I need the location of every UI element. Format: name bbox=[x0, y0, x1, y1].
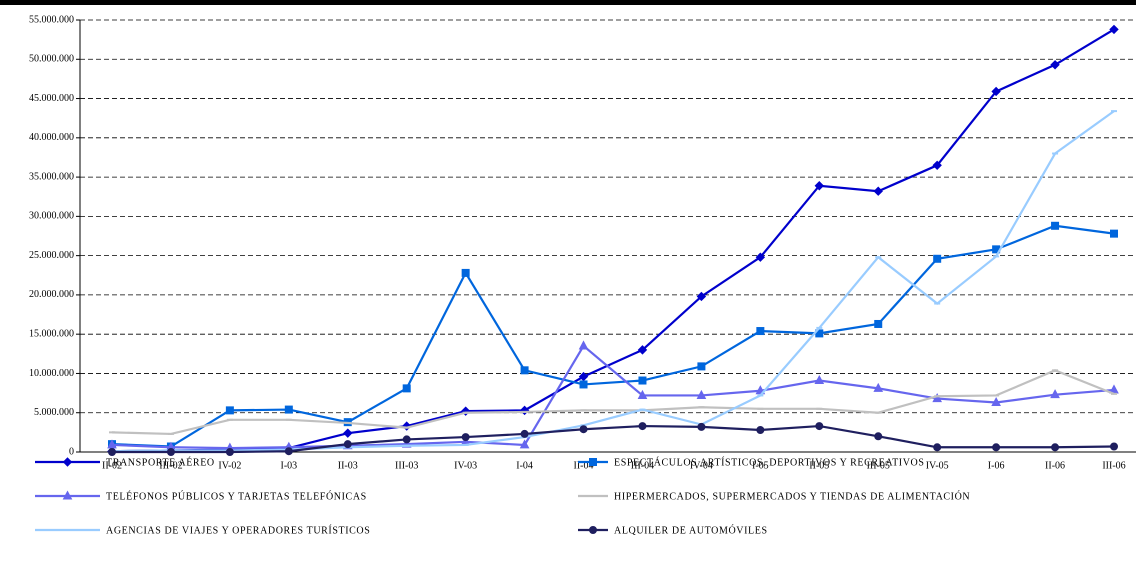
point bbox=[874, 432, 883, 441]
point bbox=[814, 374, 825, 385]
point bbox=[1109, 24, 1119, 35]
point bbox=[225, 406, 234, 415]
y-tick-label: 55.000.000 bbox=[29, 14, 74, 25]
series-line bbox=[111, 224, 1115, 448]
legend-marker bbox=[62, 457, 73, 467]
point bbox=[696, 389, 707, 399]
point bbox=[992, 443, 1001, 452]
series-line bbox=[111, 369, 1115, 436]
point bbox=[991, 396, 1001, 407]
y-tick-label: 10.000.000 bbox=[29, 368, 74, 379]
x-tick-label: III-02 bbox=[159, 460, 182, 471]
x-tick-label: III-03 bbox=[395, 460, 418, 471]
point bbox=[519, 439, 530, 449]
point bbox=[166, 448, 175, 456]
x-tick-label: I-06 bbox=[988, 460, 1005, 471]
y-tick-label: 30.000.000 bbox=[29, 211, 74, 222]
point bbox=[873, 382, 884, 392]
x-tick-label: III-06 bbox=[1102, 460, 1125, 471]
point bbox=[755, 252, 766, 262]
point bbox=[520, 366, 529, 375]
point bbox=[402, 384, 411, 393]
y-tick-label: 0 bbox=[69, 446, 74, 457]
legend-label: HIPERMERCADOS, SUPERMERCADOS Y TIENDAS D… bbox=[614, 490, 970, 502]
point bbox=[814, 181, 825, 191]
y-tick-label: 25.000.000 bbox=[29, 250, 74, 261]
point bbox=[579, 380, 588, 389]
series-line bbox=[111, 344, 1115, 450]
legend-label: ALQUILER DE AUTOMÓVILES bbox=[614, 524, 768, 536]
point bbox=[107, 439, 117, 449]
legend-label: AGENCIAS DE VIAJES Y OPERADORES TURÍSTIC… bbox=[106, 524, 370, 536]
x-tick-label: III-04 bbox=[631, 460, 654, 471]
point bbox=[991, 86, 1001, 97]
legend-label: ESPECTÁCULOS ARTÍSTICOS, DEPORTIVOS Y RE… bbox=[614, 456, 925, 468]
x-tick-label: IV-05 bbox=[926, 460, 949, 471]
point bbox=[932, 160, 942, 171]
point bbox=[696, 291, 707, 302]
y-tick-label: 35.000.000 bbox=[29, 171, 74, 182]
x-tick-label: I-04 bbox=[516, 460, 533, 471]
legend-label: TRANSPORTE AÉREO bbox=[106, 456, 215, 468]
x-tick-label: II-06 bbox=[1045, 460, 1065, 471]
point bbox=[284, 447, 293, 456]
series-line bbox=[111, 28, 1115, 453]
point bbox=[933, 443, 942, 452]
point bbox=[697, 362, 706, 371]
point bbox=[579, 425, 588, 434]
y-tick-label: 20.000.000 bbox=[29, 289, 74, 300]
point bbox=[933, 254, 942, 263]
point bbox=[756, 426, 765, 435]
point bbox=[1050, 60, 1060, 70]
point bbox=[402, 435, 411, 444]
x-tick-label: II-03 bbox=[338, 460, 358, 471]
y-tick-label: 45.000.000 bbox=[29, 93, 74, 104]
point bbox=[108, 448, 116, 456]
top-border bbox=[0, 0, 1136, 5]
y-tick-label: 5.000.000 bbox=[34, 407, 74, 418]
point bbox=[815, 422, 824, 431]
point bbox=[343, 428, 353, 438]
x-tick-label: II-05 bbox=[809, 460, 829, 471]
series-line bbox=[112, 424, 1115, 454]
x-tick-label: I-03 bbox=[280, 460, 297, 471]
point bbox=[284, 405, 293, 414]
point bbox=[461, 433, 470, 442]
point bbox=[1110, 229, 1118, 238]
point bbox=[1110, 442, 1118, 451]
point bbox=[638, 376, 647, 385]
point bbox=[697, 422, 706, 431]
legend-marker bbox=[589, 526, 597, 534]
point bbox=[343, 440, 352, 449]
legend-marker bbox=[589, 458, 597, 466]
point bbox=[225, 448, 234, 456]
legend-label: TELÉFONOS PÚBLICOS Y TARJETAS TELEFÓNICA… bbox=[106, 490, 367, 502]
x-tick-label: III-05 bbox=[867, 460, 890, 471]
x-tick-label: IV-03 bbox=[454, 460, 477, 471]
x-tick-label: IV-04 bbox=[690, 460, 713, 471]
point bbox=[637, 345, 648, 355]
x-tick-label: II-02 bbox=[102, 460, 122, 471]
y-tick-label: 15.000.000 bbox=[29, 328, 74, 339]
point bbox=[638, 422, 647, 431]
legend-marker bbox=[62, 490, 73, 500]
point bbox=[520, 429, 529, 438]
point bbox=[461, 268, 470, 277]
point bbox=[1050, 389, 1060, 399]
x-tick-label: I-05 bbox=[752, 460, 769, 471]
y-tick-label: 40.000.000 bbox=[29, 132, 74, 143]
point bbox=[637, 389, 648, 399]
y-tick-label: 50.000.000 bbox=[29, 54, 74, 65]
point bbox=[578, 340, 589, 350]
point bbox=[1051, 221, 1060, 230]
point bbox=[756, 327, 765, 336]
x-tick-label: IV-02 bbox=[218, 460, 241, 471]
point bbox=[873, 186, 883, 196]
series-line bbox=[111, 110, 1115, 453]
point bbox=[1051, 443, 1060, 452]
point bbox=[874, 319, 883, 328]
x-tick-label: II-04 bbox=[574, 460, 594, 471]
